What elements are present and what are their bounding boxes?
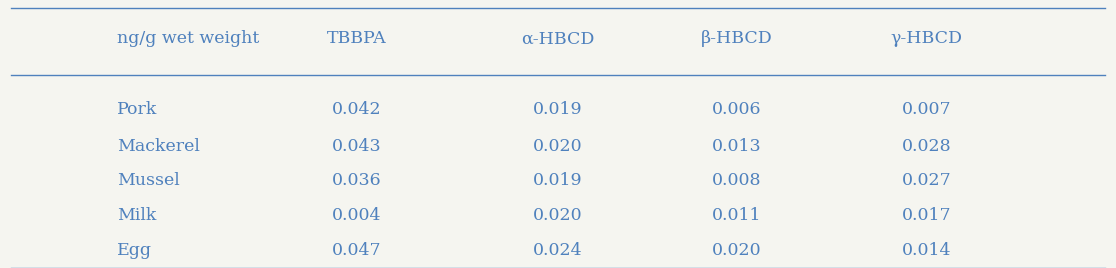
Text: 0.019: 0.019 — [533, 172, 583, 189]
Text: 0.006: 0.006 — [712, 101, 761, 118]
Text: β-HBCD: β-HBCD — [701, 30, 772, 47]
Text: 0.019: 0.019 — [533, 101, 583, 118]
Text: 0.007: 0.007 — [902, 101, 951, 118]
Text: Milk: Milk — [117, 207, 156, 224]
Text: Mackerel: Mackerel — [117, 137, 200, 155]
Text: 0.017: 0.017 — [902, 207, 951, 224]
Text: 0.020: 0.020 — [533, 207, 583, 224]
Text: TBBPA: TBBPA — [327, 30, 387, 47]
Text: 0.020: 0.020 — [533, 137, 583, 155]
Text: 0.013: 0.013 — [712, 137, 761, 155]
Text: Mussel: Mussel — [117, 172, 180, 189]
Text: ng/g wet weight: ng/g wet weight — [117, 30, 259, 47]
Text: 0.027: 0.027 — [902, 172, 951, 189]
Text: 0.042: 0.042 — [333, 101, 382, 118]
Text: Egg: Egg — [117, 242, 152, 259]
Text: 0.047: 0.047 — [333, 242, 382, 259]
Text: 0.020: 0.020 — [712, 242, 761, 259]
Text: γ-HBCD: γ-HBCD — [891, 30, 962, 47]
Text: 0.011: 0.011 — [712, 207, 761, 224]
Text: 0.004: 0.004 — [333, 207, 382, 224]
Text: 0.036: 0.036 — [333, 172, 382, 189]
Text: 0.008: 0.008 — [712, 172, 761, 189]
Text: 0.028: 0.028 — [902, 137, 951, 155]
Text: 0.014: 0.014 — [902, 242, 951, 259]
Text: α-HBCD: α-HBCD — [521, 30, 595, 47]
Text: Pork: Pork — [117, 101, 157, 118]
Text: 0.043: 0.043 — [333, 137, 382, 155]
Text: 0.024: 0.024 — [533, 242, 583, 259]
